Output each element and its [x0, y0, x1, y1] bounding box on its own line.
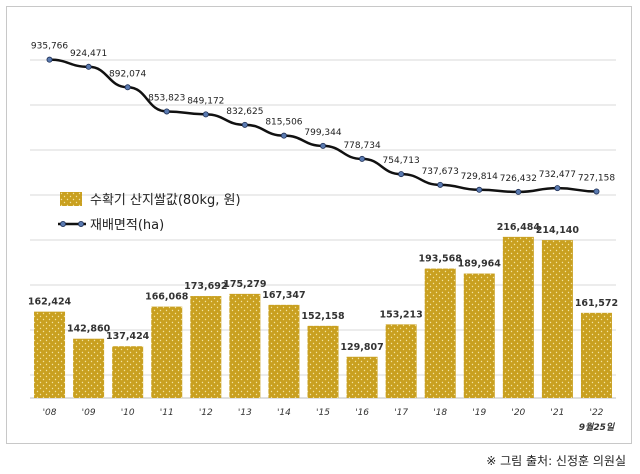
- line-path: [49, 58, 597, 194]
- x-tick-label: '10: [121, 408, 135, 418]
- line-point: [593, 188, 600, 195]
- bar-data-label: 193,568: [419, 254, 463, 265]
- x-tick-label: '21: [550, 408, 564, 418]
- line-point: [437, 181, 444, 188]
- bar: [346, 356, 378, 398]
- legend-line-marker: [60, 220, 67, 227]
- line-point: [124, 84, 131, 91]
- bar-data-label: 153,213: [379, 309, 422, 320]
- bar: [268, 304, 300, 398]
- x-tick-label: '15: [316, 408, 330, 418]
- x-tick-label: '12: [199, 408, 213, 418]
- line-point: [85, 63, 92, 70]
- bar-series: [34, 236, 612, 398]
- bar-data-label: 142,860: [67, 324, 111, 335]
- line-point: [241, 121, 248, 128]
- x-tick-label: '18: [433, 408, 447, 418]
- x-tick-label: '09: [82, 408, 96, 418]
- bar: [424, 268, 456, 398]
- bar: [463, 273, 495, 398]
- bar-data-label: 152,158: [301, 311, 345, 322]
- x-tick-label: '08: [43, 408, 57, 418]
- line-data-label: 732,477: [539, 170, 576, 180]
- bar-data-label: 166,068: [145, 292, 189, 303]
- line-data-label: 892,074: [109, 69, 146, 79]
- bar: [229, 293, 261, 398]
- bar-data-label: 216,484: [497, 222, 541, 233]
- line-point: [280, 132, 287, 139]
- legend-bar-label: 수확기 산지쌀값(80kg, 원): [90, 193, 241, 208]
- x-axis: '08 '09 '10 '11 '12 '13 '14 '15 '16 '17 '18 '19 '20 '…: [43, 408, 616, 433]
- bar-data-label: 162,424: [28, 297, 72, 308]
- bar-data-label: 214,140: [536, 225, 580, 236]
- line-point: [202, 111, 209, 118]
- line-data-label: 849,172: [187, 96, 224, 106]
- x-tick-label: '14: [277, 408, 291, 418]
- line-data-label: 935,766: [31, 42, 68, 52]
- x-tick-note: 9월25일: [579, 422, 616, 433]
- line-series: [46, 56, 600, 195]
- line-point: [359, 155, 366, 162]
- legend-line-marker: [78, 220, 85, 227]
- line-point: [554, 185, 561, 192]
- x-tick-label: '19: [472, 408, 486, 418]
- line-data-label: 815,506: [265, 118, 302, 128]
- x-tick-label: '22: [589, 408, 603, 418]
- line-data-label: 778,734: [343, 141, 380, 151]
- bar: [385, 324, 417, 398]
- bar: [73, 338, 105, 398]
- line-point: [46, 56, 53, 63]
- bar-data-label: 137,424: [106, 331, 150, 342]
- bar-data-label: 167,347: [262, 290, 305, 301]
- bar: [112, 346, 144, 398]
- bar-data-label: 189,964: [458, 259, 502, 270]
- bar: [307, 325, 339, 398]
- line-data-label: 754,713: [383, 156, 420, 166]
- line-data-label: 729,814: [461, 172, 498, 182]
- bar: [580, 312, 612, 398]
- line-data-label: 799,344: [304, 128, 341, 138]
- legend: 수확기 산지쌀값(80kg, 원) 재배면적(ha): [58, 192, 241, 233]
- line-data-label: 853,823: [148, 93, 185, 103]
- line-data-label: 832,625: [226, 107, 263, 117]
- bar-data-label: 175,279: [223, 279, 266, 290]
- line-data-label: 737,673: [422, 167, 459, 177]
- bar: [34, 311, 66, 398]
- legend-bar-swatch: [60, 192, 82, 206]
- legend-line-label: 재배면적(ha): [90, 218, 164, 233]
- x-tick-label: '11: [160, 408, 174, 418]
- x-tick-label: '17: [394, 408, 408, 418]
- line-point: [476, 186, 483, 193]
- bar-data-label: 161,572: [575, 298, 618, 309]
- bar: [190, 296, 222, 398]
- line-point: [515, 188, 522, 195]
- source-note: ※ 그림 출처: 신정훈 의원실: [486, 454, 626, 468]
- line-point: [398, 171, 405, 178]
- bar: [541, 240, 573, 398]
- x-tick-label: '20: [511, 408, 525, 418]
- line-data-label: 727,158: [578, 173, 615, 183]
- bar: [502, 236, 534, 398]
- bar-data-label: 173,692: [184, 281, 227, 292]
- line-point: [163, 108, 170, 115]
- x-tick-label: '16: [355, 408, 369, 418]
- line-data-label: 726,432: [500, 174, 537, 184]
- x-tick-label: '13: [238, 408, 252, 418]
- bar: [151, 306, 183, 398]
- line-point: [319, 142, 326, 149]
- line-data-label: 924,471: [70, 49, 107, 59]
- bar-data-label: 129,807: [340, 342, 383, 353]
